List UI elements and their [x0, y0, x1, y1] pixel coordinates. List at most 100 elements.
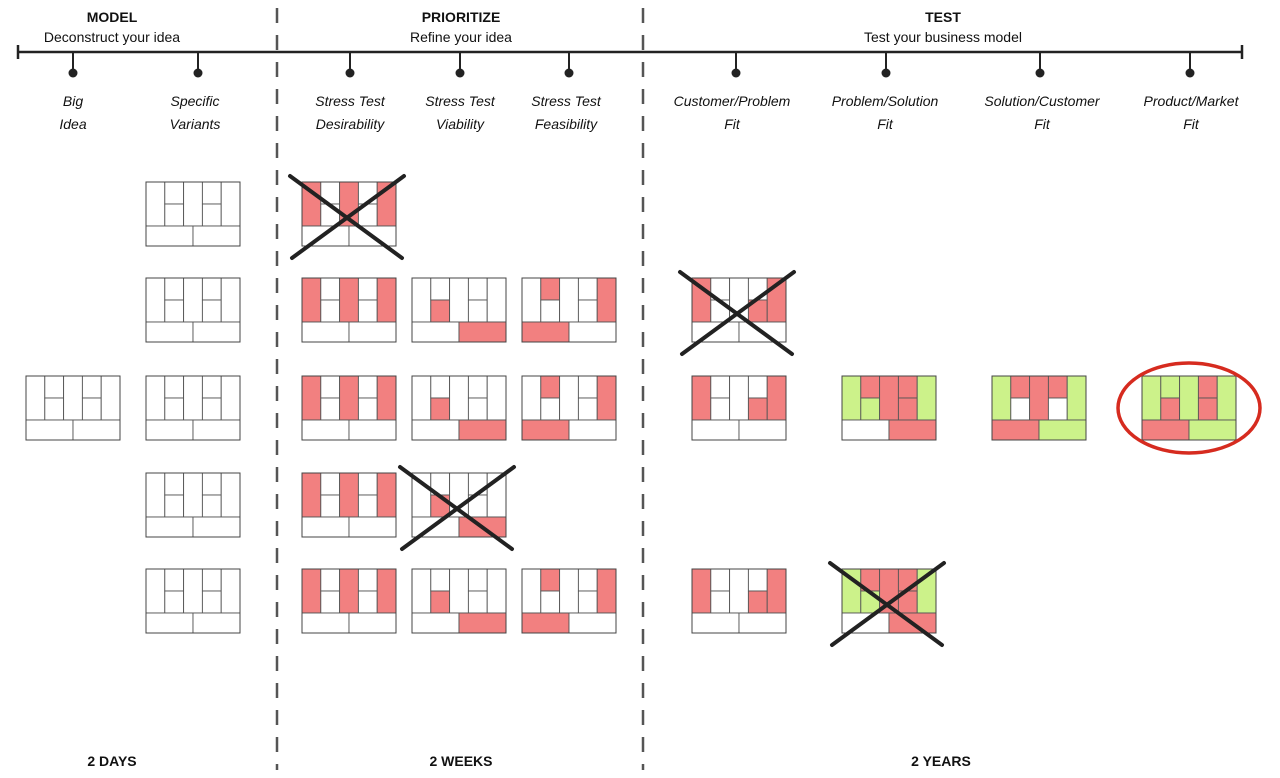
canvas-block-ka — [164, 472, 185, 496]
canvas-block-cs — [100, 375, 121, 421]
business-model-canvas — [1116, 361, 1262, 455]
business-model-canvas — [678, 270, 796, 356]
stage-label-line2: Idea — [59, 116, 86, 132]
canvas-block-cost — [411, 612, 460, 634]
canvas-block-cost — [411, 419, 460, 441]
stage-label-line1: Stress Test — [315, 93, 386, 109]
canvas-block-kr — [320, 494, 341, 518]
stage-dot — [1185, 68, 1195, 78]
canvas-block-ch — [1047, 397, 1068, 421]
canvas-block-cost — [145, 225, 194, 247]
canvas-block-ch — [201, 494, 222, 518]
stage-label-line2: Fit — [724, 116, 741, 132]
canvas-block-kp — [521, 277, 542, 323]
canvas-block-kr — [320, 590, 341, 614]
stage-label-line1: Stress Test — [425, 93, 496, 109]
canvas-block-cost — [411, 321, 460, 343]
stage-label-line1: Product/Market — [1144, 93, 1240, 109]
rejected-cross-icon — [288, 174, 406, 260]
canvas-frame — [145, 181, 241, 247]
canvas-block-ka — [540, 375, 561, 399]
canvas-block-rev — [192, 321, 241, 343]
canvas-block-rev — [348, 419, 397, 441]
canvas-frame — [691, 277, 787, 343]
canvas-block-cr — [357, 568, 378, 592]
duration-test: 2 YEARS — [911, 753, 971, 769]
canvas-block-ch — [201, 590, 222, 614]
stage-dot — [564, 68, 574, 78]
canvas-frame — [691, 568, 787, 634]
canvas-block-ka — [1160, 375, 1181, 399]
canvas-block-vp — [1029, 375, 1049, 421]
stage-marker: Product/Market Fit — [1144, 52, 1240, 132]
canvas-block-cs — [766, 568, 787, 614]
canvas-frame — [411, 472, 507, 538]
canvas-block-kp — [301, 568, 322, 614]
canvas-block-rev — [192, 225, 241, 247]
business-model-canvas — [301, 375, 397, 441]
business-model-canvas — [411, 568, 507, 634]
canvas-block-cost — [691, 612, 740, 634]
canvas-block-cs — [1066, 375, 1087, 421]
canvas-block-rev — [72, 419, 121, 441]
canvas-block-cs — [220, 472, 241, 518]
stage-label-line1: Solution/Customer — [984, 93, 1101, 109]
canvas-block-ka — [320, 277, 341, 301]
rejected-cross-icon — [828, 561, 946, 647]
stage-dot — [881, 68, 891, 78]
stage-marker: Problem/Solution Fit — [832, 52, 939, 132]
canvas-block-ch — [201, 203, 222, 227]
canvas-block-cr — [577, 568, 598, 592]
canvas-frame — [521, 568, 617, 634]
business-model-canvas — [145, 277, 241, 343]
canvas-block-kr — [540, 397, 561, 421]
canvas-block-kp — [691, 568, 712, 614]
canvas-block-cr — [201, 277, 222, 301]
canvas-block-kp — [145, 277, 166, 323]
canvas-block-ch — [357, 494, 378, 518]
canvas-block-cr — [747, 375, 768, 399]
canvas-block-ka — [164, 375, 185, 399]
rejected-cross-icon — [678, 270, 796, 356]
canvas-block-cs — [376, 277, 397, 323]
stage-label-line2: Variants — [170, 116, 221, 132]
stage-dot — [345, 68, 355, 78]
canvas-block-ka — [164, 277, 185, 301]
canvas-block-rev — [568, 419, 617, 441]
business-model-canvas — [25, 375, 121, 441]
canvas-block-cost — [1141, 419, 1190, 441]
stage-marker: Big Idea — [59, 52, 87, 132]
stage-label-line2: Fit — [1034, 116, 1051, 132]
business-model-canvas — [411, 375, 507, 441]
canvas-block-cr — [201, 375, 222, 399]
phase-title-test: TEST — [925, 9, 961, 25]
business-model-canvas — [828, 561, 946, 647]
rejected-cross-icon — [398, 465, 516, 551]
canvas-block-kr — [430, 299, 451, 323]
stage-label-line2: Fit — [877, 116, 894, 132]
canvas-block-kr — [1010, 397, 1031, 421]
business-model-canvas — [521, 375, 617, 441]
canvas-block-cost — [301, 225, 350, 247]
canvas-block-cs — [220, 375, 241, 421]
canvas-block-ka — [540, 277, 561, 301]
business-model-canvas — [521, 568, 617, 634]
stage-marker: Stress Test Viability — [425, 52, 496, 132]
canvas-block-cs — [766, 375, 787, 421]
canvas-block-kp — [1141, 375, 1162, 421]
canvas-block-cost — [521, 321, 570, 343]
canvas-block-cost — [145, 321, 194, 343]
canvas-block-kr — [540, 299, 561, 323]
canvas-frame — [411, 568, 507, 634]
canvas-frame — [301, 277, 397, 343]
canvas-block-kr — [320, 397, 341, 421]
canvas-block-cr — [1047, 375, 1068, 399]
canvas-block-vp — [183, 277, 203, 323]
canvas-block-cs — [486, 375, 507, 421]
canvas-block-ka — [1010, 375, 1031, 399]
canvas-block-ka — [320, 472, 341, 496]
canvas-frame — [145, 568, 241, 634]
canvas-block-ka — [540, 568, 561, 592]
